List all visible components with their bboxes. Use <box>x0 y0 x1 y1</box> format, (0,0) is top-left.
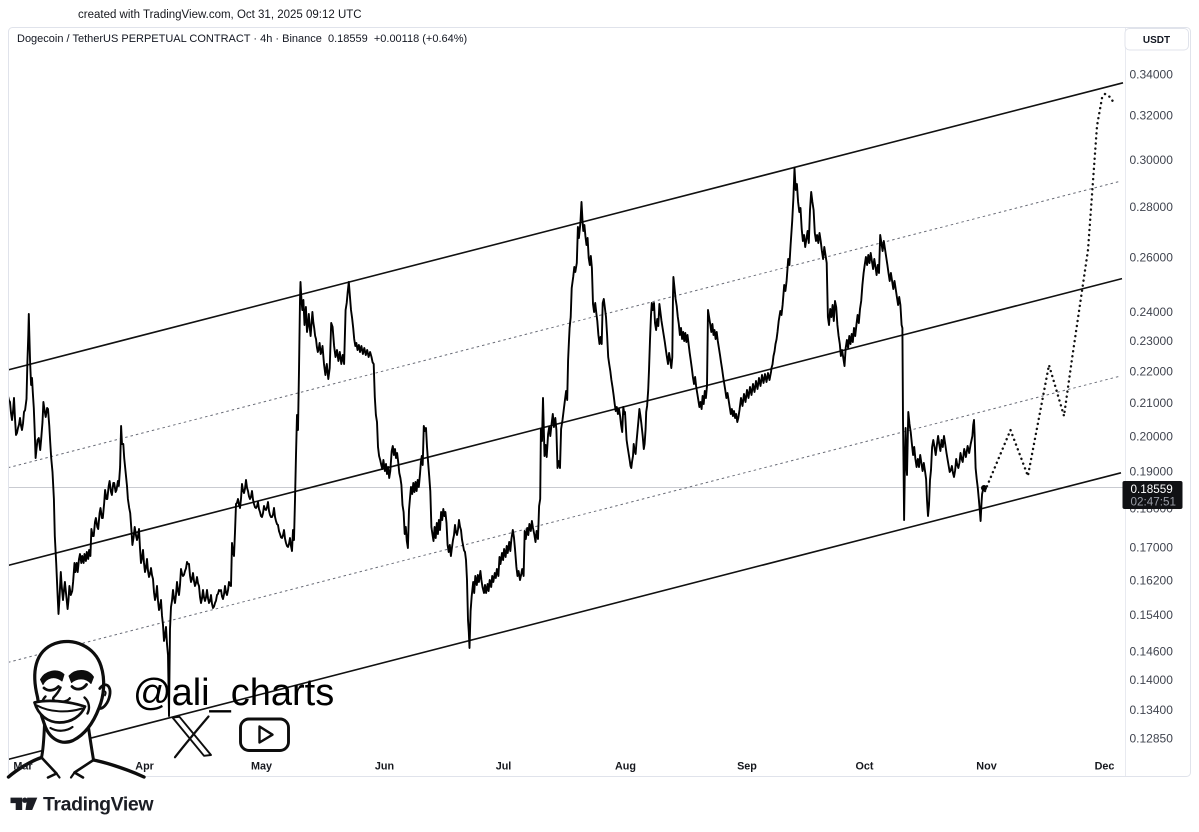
svg-text:TradingView: TradingView <box>43 794 154 816</box>
svg-text:@ali_charts: @ali_charts <box>133 672 334 714</box>
svg-text:USDT: USDT <box>1143 35 1170 46</box>
svg-text:Nov: Nov <box>976 761 996 773</box>
svg-text:0.34000: 0.34000 <box>1130 67 1174 81</box>
svg-text:Aug: Aug <box>615 761 636 773</box>
svg-text:0.17000: 0.17000 <box>1130 540 1174 554</box>
svg-text:0.18559: 0.18559 <box>1131 483 1173 496</box>
svg-text:0.20000: 0.20000 <box>1130 430 1174 444</box>
svg-text:0.32000: 0.32000 <box>1130 109 1174 123</box>
svg-text:0.19000: 0.19000 <box>1130 465 1174 479</box>
svg-text:0.13400: 0.13400 <box>1130 703 1174 717</box>
svg-text:Apr: Apr <box>135 761 154 773</box>
svg-text:Sep: Sep <box>737 761 757 773</box>
svg-text:0.24000: 0.24000 <box>1130 305 1174 319</box>
svg-text:created with TradingView.com,: created with TradingView.com, Oct 31, 20… <box>78 9 362 21</box>
svg-text:Jun: Jun <box>375 761 394 773</box>
svg-text:0.30000: 0.30000 <box>1130 153 1174 167</box>
svg-text:0.23000: 0.23000 <box>1130 334 1174 348</box>
svg-text:Mar: Mar <box>13 761 33 773</box>
svg-text:May: May <box>251 761 272 773</box>
svg-text:0.14600: 0.14600 <box>1130 644 1174 658</box>
svg-text:0.28000: 0.28000 <box>1130 200 1174 214</box>
svg-text:0.14000: 0.14000 <box>1130 673 1174 687</box>
svg-text:Dogecoin / TetherUS PERPETUAL: Dogecoin / TetherUS PERPETUAL CONTRACT ·… <box>17 33 467 45</box>
svg-text:0.22000: 0.22000 <box>1130 365 1174 379</box>
svg-text:0.26000: 0.26000 <box>1130 250 1174 264</box>
svg-text:0.16200: 0.16200 <box>1130 573 1174 587</box>
svg-text:02:47:51: 02:47:51 <box>1131 495 1177 508</box>
svg-text:0.15400: 0.15400 <box>1130 608 1174 622</box>
svg-text:Oct: Oct <box>856 761 874 773</box>
svg-text:Jul: Jul <box>496 761 512 773</box>
svg-text:Dec: Dec <box>1095 761 1115 773</box>
svg-text:0.12850: 0.12850 <box>1130 731 1174 745</box>
svg-text:0.21000: 0.21000 <box>1130 396 1174 410</box>
